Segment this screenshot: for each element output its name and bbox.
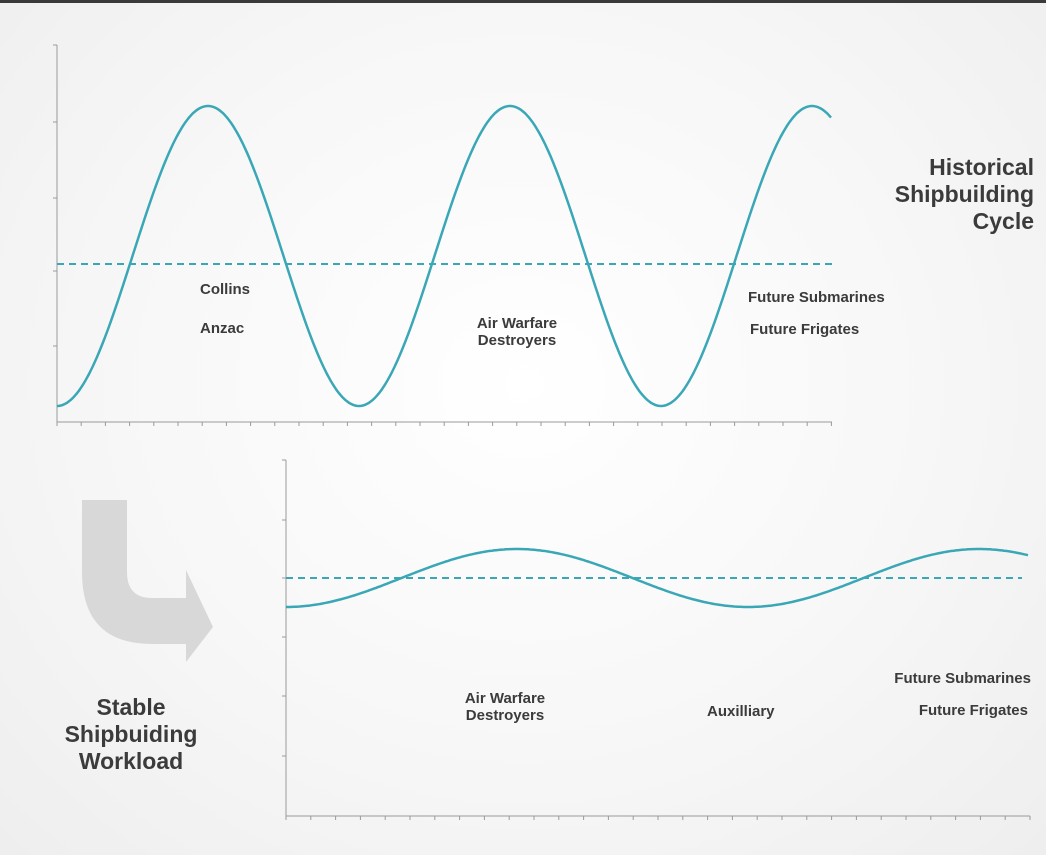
label-future-frigates-top: Future Frigates (750, 321, 860, 338)
label-air-warfare-destroyers-bottom: Air Warfare Destroyers (464, 690, 546, 724)
label-auxilliary: Auxilliary (707, 703, 775, 720)
label-future-submarines-bottom: Future Submarines (894, 670, 1031, 687)
transition-arrow-icon (82, 500, 213, 662)
top-y-ticks (53, 44, 57, 347)
historical-cycle-curve (56, 104, 832, 408)
label-anzac: Anzac (200, 320, 245, 337)
top-x-ticks (56, 422, 832, 426)
bottom-panel-axes (282, 459, 1031, 820)
historical-cycle-title: Historical Shipbuilding Cycle (894, 154, 1034, 234)
top-border (0, 0, 1046, 3)
bottom-y-ticks (282, 459, 286, 757)
bottom-x-ticks (285, 816, 1031, 820)
stable-workload-curve (286, 547, 1029, 609)
label-future-frigates-bottom: Future Frigates (918, 702, 1028, 719)
label-future-submarines-top: Future Submarines (748, 289, 885, 306)
label-air-warfare-destroyers-top: Air Warfare Destroyers (476, 315, 558, 349)
stable-workload-title: Stable Shipbuiding Workload (64, 694, 198, 774)
top-panel-axes (53, 44, 832, 426)
label-collins: Collins (200, 281, 251, 298)
